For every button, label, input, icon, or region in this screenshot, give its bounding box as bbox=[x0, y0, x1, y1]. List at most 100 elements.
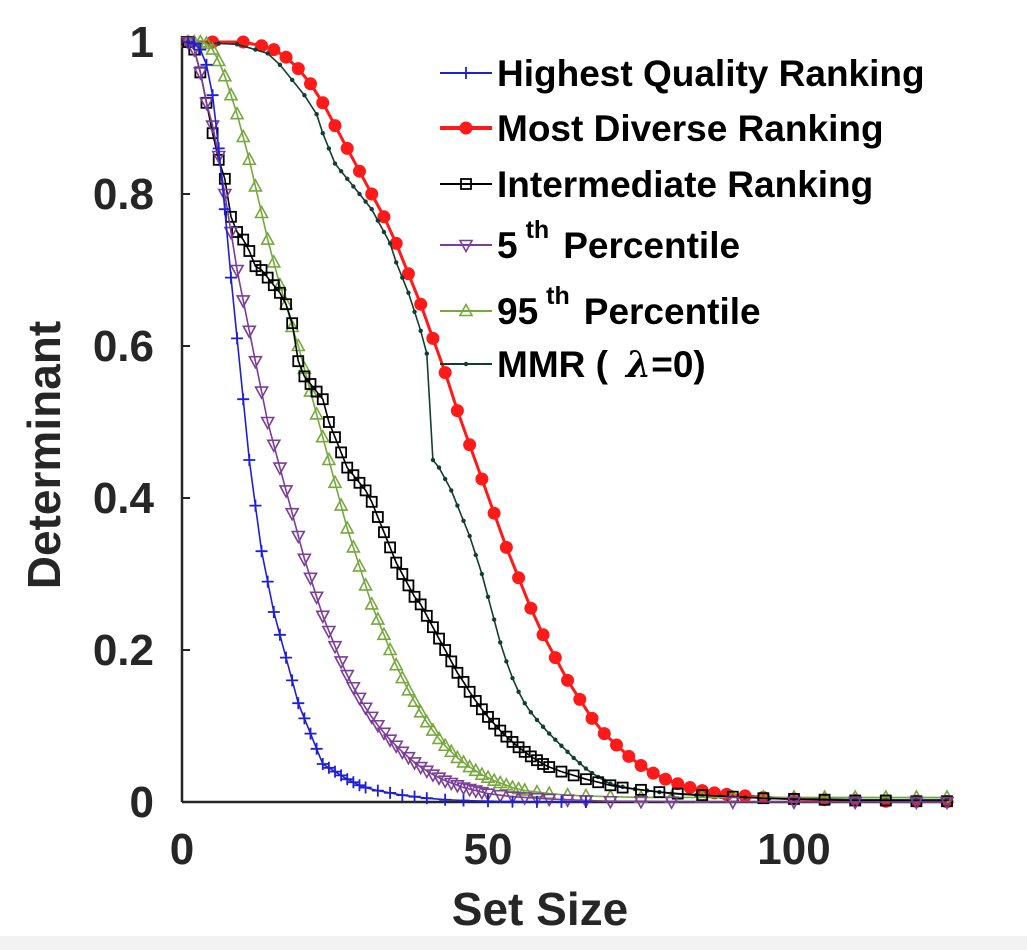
series-plus bbox=[182, 36, 592, 808]
y-tick-label: 0.2 bbox=[93, 626, 154, 675]
data-point bbox=[565, 749, 570, 755]
data-point bbox=[510, 675, 515, 681]
data-point bbox=[541, 793, 557, 808]
data-point bbox=[939, 796, 955, 811]
data-point bbox=[310, 385, 323, 398]
data-point bbox=[267, 43, 281, 57]
legend-label: 95 th Percentile bbox=[497, 282, 761, 332]
data-point bbox=[309, 406, 324, 420]
data-point bbox=[255, 545, 268, 558]
series-line bbox=[188, 40, 948, 804]
data-point bbox=[322, 761, 335, 774]
data-point bbox=[524, 750, 537, 763]
data-point bbox=[394, 260, 399, 265]
data-point bbox=[352, 692, 367, 707]
data-point bbox=[278, 485, 294, 499]
data-point bbox=[469, 695, 482, 707]
data-point bbox=[304, 727, 317, 740]
data-point bbox=[418, 328, 423, 333]
data-point bbox=[229, 106, 245, 120]
data-point bbox=[547, 731, 552, 736]
data-point bbox=[400, 275, 405, 280]
data-point bbox=[420, 792, 433, 805]
data-point bbox=[516, 689, 521, 694]
data-point bbox=[439, 644, 452, 656]
data-point bbox=[786, 796, 802, 811]
data-point bbox=[402, 579, 415, 592]
data-point bbox=[427, 621, 439, 634]
series-layer bbox=[180, 33, 955, 811]
series-circle bbox=[181, 35, 954, 809]
data-point bbox=[364, 711, 380, 726]
data-point bbox=[280, 651, 293, 664]
data-point bbox=[457, 676, 470, 688]
data-point bbox=[537, 758, 549, 770]
legend-label-rest: Percentile bbox=[563, 225, 740, 266]
data-point bbox=[302, 93, 307, 98]
data-point bbox=[468, 762, 484, 777]
data-point bbox=[443, 777, 459, 792]
data-point bbox=[345, 176, 350, 181]
data-point bbox=[272, 462, 288, 476]
series-triangle-up bbox=[180, 33, 955, 803]
data-point bbox=[284, 507, 300, 522]
data-point bbox=[298, 370, 311, 383]
data-point bbox=[378, 526, 390, 539]
data-point bbox=[200, 58, 213, 71]
legend-label: 5 th Percentile bbox=[497, 216, 740, 266]
data-point bbox=[456, 754, 471, 768]
series-line bbox=[187, 41, 948, 803]
data-point bbox=[266, 439, 282, 453]
legend-label-main: Intermediate Ranking bbox=[497, 164, 873, 205]
x-tick-label: 100 bbox=[757, 825, 830, 874]
data-point bbox=[486, 772, 502, 787]
series-triangle-down bbox=[180, 36, 955, 811]
data-point bbox=[396, 568, 409, 580]
data-point bbox=[211, 52, 227, 67]
data-point bbox=[437, 737, 453, 752]
legend-marker bbox=[458, 302, 474, 317]
data-point bbox=[353, 779, 366, 792]
data-point bbox=[280, 298, 292, 311]
data-point bbox=[363, 199, 368, 204]
legend-label: Highest Quality Ranking bbox=[497, 53, 925, 94]
data-point bbox=[216, 41, 221, 46]
data-point bbox=[382, 641, 398, 656]
data-point bbox=[253, 47, 258, 52]
data-point bbox=[274, 286, 286, 299]
data-point bbox=[248, 355, 263, 370]
data-point bbox=[260, 416, 276, 431]
data-point bbox=[461, 518, 466, 523]
data-point bbox=[528, 710, 534, 715]
y-tick-label: 0.4 bbox=[93, 474, 155, 523]
data-point bbox=[597, 727, 611, 741]
data-point bbox=[316, 393, 329, 406]
legend-label-main: 95 bbox=[497, 291, 538, 332]
data-point bbox=[445, 655, 458, 668]
data-point bbox=[347, 776, 360, 789]
data-point bbox=[234, 42, 240, 47]
data-point bbox=[522, 701, 527, 706]
data-point bbox=[277, 62, 283, 67]
data-point bbox=[223, 87, 239, 101]
data-point bbox=[506, 795, 519, 808]
data-point bbox=[332, 161, 338, 166]
data-point bbox=[653, 786, 666, 799]
y-tick-label: 0.6 bbox=[93, 322, 154, 371]
data-point bbox=[375, 218, 381, 223]
legend-label-main: MMR ( bbox=[497, 344, 609, 385]
data-point bbox=[205, 41, 220, 55]
data-point bbox=[879, 794, 892, 807]
data-point bbox=[847, 796, 863, 811]
data-point bbox=[485, 594, 491, 599]
data-point bbox=[339, 669, 355, 684]
y-axis-label: Determinant bbox=[18, 321, 70, 589]
data-point bbox=[289, 77, 295, 83]
data-point bbox=[254, 204, 269, 219]
data-point bbox=[671, 787, 684, 800]
data-point bbox=[370, 611, 386, 625]
data-point bbox=[573, 692, 587, 706]
data-point bbox=[450, 749, 465, 764]
data-point bbox=[437, 775, 453, 789]
